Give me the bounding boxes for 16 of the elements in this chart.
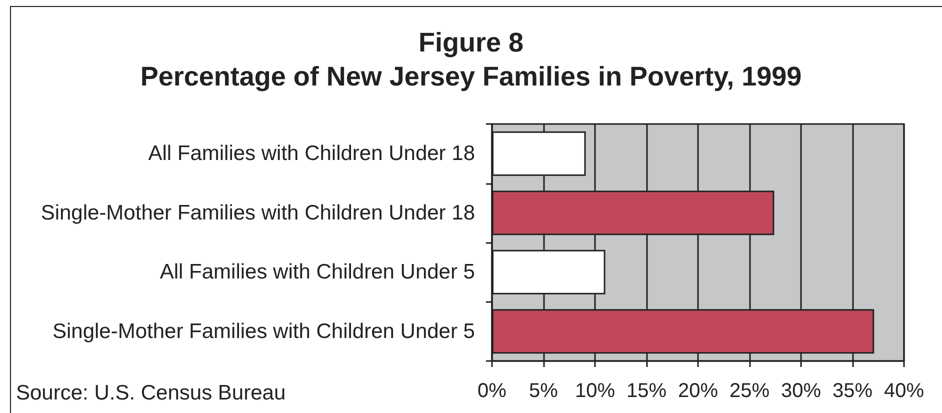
x-tick-label: 25% [729, 380, 770, 402]
y-tick-label: Single-Mother Families with Children Under 5 [52, 320, 475, 343]
y-tick-label: Single-Mother Families with Children Under 18 [40, 201, 475, 224]
chart-title: Figure 8 [418, 28, 524, 58]
y-tick-label: All Families with Children Under 18 [148, 142, 475, 166]
x-tick-label: 35% [832, 380, 873, 402]
x-tick-label: 15% [626, 380, 667, 402]
chart-subtitle: Percentage of New Jersey Families in Poverty, 1999 [140, 62, 802, 92]
y-tick-label: All Families with Children Under 5 [160, 260, 475, 284]
source-note: Source: U.S. Census Bureau [16, 382, 286, 404]
x-tick-label: 40% [884, 380, 924, 402]
x-tick-label: 5% [529, 380, 558, 402]
x-tick-label: 10% [574, 380, 616, 402]
x-tick-label: 20% [678, 380, 718, 402]
x-tick-label: 30% [780, 380, 822, 402]
x-tick-label: 0% [478, 380, 507, 402]
